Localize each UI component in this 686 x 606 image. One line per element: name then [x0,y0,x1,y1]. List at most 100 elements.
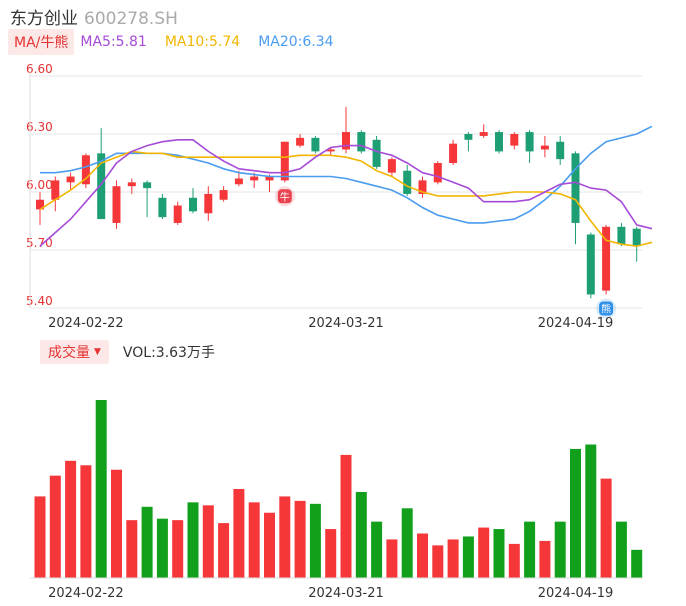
candles [36,106,641,299]
candle-body [556,141,565,160]
candle-body [403,170,412,194]
candle-body [433,163,442,183]
candle [433,161,442,185]
candle [219,186,228,202]
candle [464,132,473,152]
candle-body [479,132,488,136]
candle [632,226,641,262]
candle-body [280,141,289,181]
candle [311,135,320,154]
candle-body [204,193,213,214]
volume-selector-button[interactable]: 成交量 ▼ [40,340,109,364]
volume-bar [34,496,46,578]
candle-body [296,137,305,146]
indicator-selector-button[interactable]: MA/牛熊 [8,29,75,55]
y-tick-label: 5.40 [26,294,53,308]
stock-code: 600278.SH [84,9,178,29]
volume-bar [631,549,643,578]
candle-body [342,132,350,150]
volume-legend: 成交量 ▼ VOL:3.63万手 [40,340,215,364]
candle-body [189,197,197,212]
candle [143,180,152,218]
volume-bar [401,508,413,578]
candle [418,176,427,198]
candle-body [372,139,381,167]
volume-bar [524,521,536,578]
volume-bar [371,521,383,578]
candle-body [97,153,106,220]
candle-body [525,132,534,152]
candle [66,172,75,191]
candle [158,193,167,220]
signal-label: 牛 [280,190,290,203]
candle-body [326,149,335,152]
volume-bar [600,478,612,578]
candle-body [418,180,427,194]
candle-body [250,176,259,181]
volume-bar [539,540,551,578]
candle [540,135,549,158]
volume-bar [340,454,352,578]
candle [97,128,106,220]
candle [617,222,626,247]
volume-bar [279,496,291,578]
candle [602,224,611,295]
candle-body [449,143,458,163]
candle [403,164,412,196]
ma5-legend: MA5:5.81 [80,34,147,50]
volume-bar [248,502,260,578]
candle-body [571,153,580,223]
candle [296,134,305,148]
candle [495,130,503,154]
x-date-label: 2024-02-22 [48,316,124,331]
signal-marker: 熊 [596,298,617,319]
candle-body [173,205,182,223]
candle-body [387,159,396,173]
volume-bar [478,527,490,578]
candle-body [66,176,75,183]
candle-body [602,226,611,291]
volume-bar [126,520,138,578]
y-tick-label: 6.30 [26,120,53,134]
candle [36,192,44,225]
volume-bar [417,533,428,578]
volume-bar [432,545,444,578]
candle [586,232,595,299]
candle [326,147,335,156]
y-tick-label: 6.60 [26,62,53,76]
candle [51,176,60,212]
signal-badge [599,301,614,316]
volume-bar [355,491,367,578]
candle [173,201,182,225]
candle [357,130,366,154]
candle [556,135,565,165]
candle [81,153,90,189]
candle [112,180,121,229]
volume-bar [325,529,337,578]
ma5-line [39,139,653,247]
volume-bar [49,475,61,578]
volume-bar [585,444,597,578]
candle-body [632,228,641,247]
x-date-label: 2024-03-21 [308,316,384,331]
volume-bar [111,469,122,578]
candle [510,132,519,150]
volume-bar [508,543,520,578]
candle [525,130,534,163]
volume-bar [218,523,230,578]
x-date-label: 2024-04-19 [538,586,614,601]
volume-bar [202,505,214,578]
volume-bar [80,465,92,578]
candle-body [540,145,549,150]
candle-body [357,132,366,152]
candle-body [234,178,243,185]
volume-bar [447,539,459,578]
signal-badge [277,189,292,204]
candle [280,141,289,183]
signal-marker: 牛 [274,186,295,207]
volume-value: VOL:3.63万手 [122,345,215,361]
candle [571,151,580,245]
candle [449,139,458,165]
volume-bar [493,529,505,578]
